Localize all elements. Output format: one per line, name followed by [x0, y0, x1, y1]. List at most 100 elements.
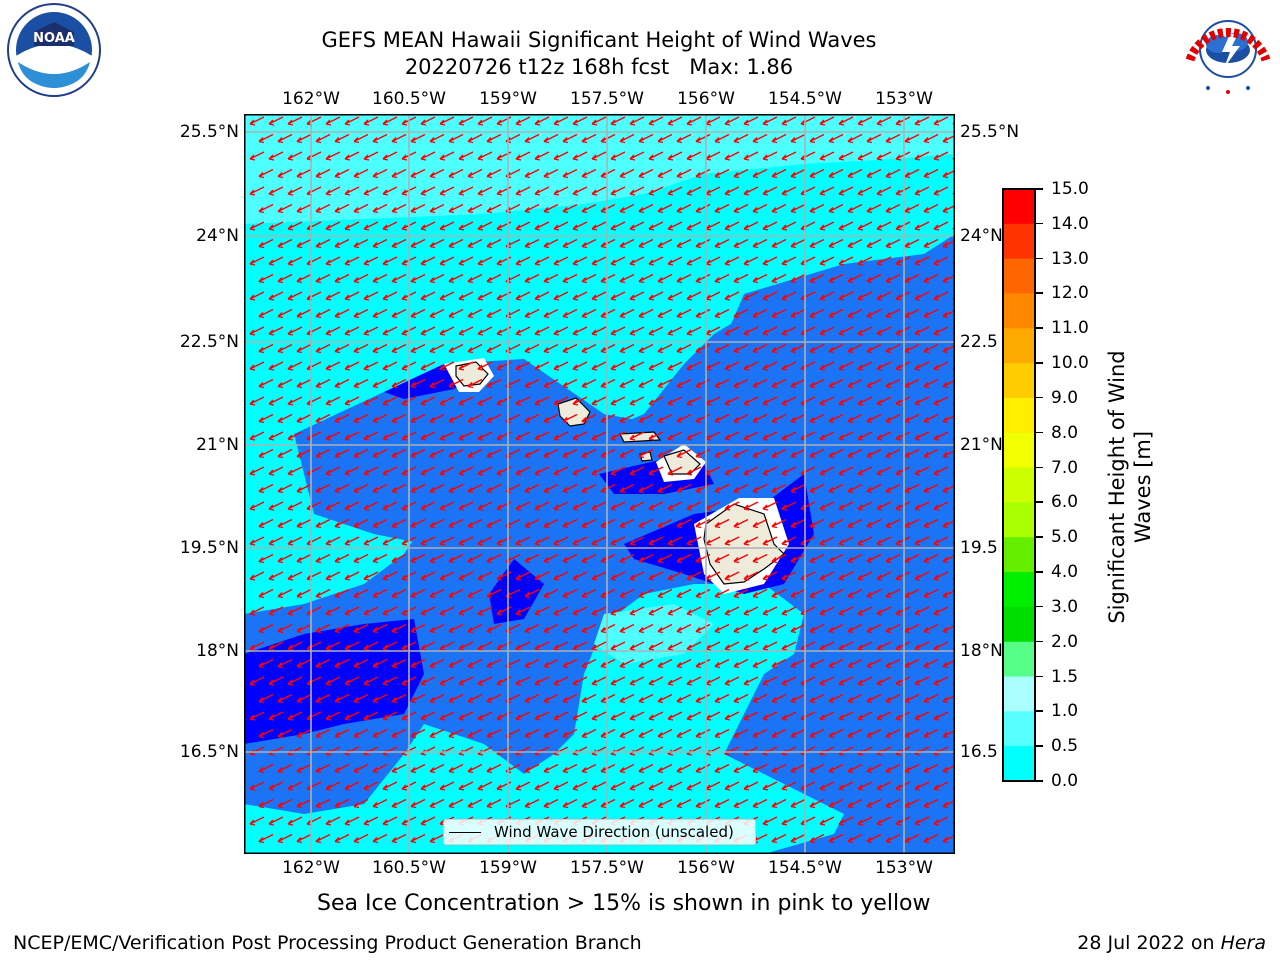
wind-wave-arrow: [695, 203, 711, 214]
wind-wave-arrow: [714, 308, 730, 319]
wind-wave-arrow: [724, 116, 740, 126]
wind-wave-arrow: [619, 448, 635, 459]
wind-wave-arrow: [410, 133, 426, 144]
wind-wave-arrow: [857, 466, 873, 476]
wind-wave-arrow: [287, 186, 303, 196]
wind-wave-arrow: [714, 728, 730, 739]
wind-wave-arrow: [572, 151, 588, 161]
wind-wave-arrow: [762, 431, 778, 441]
wind-wave-arrow: [809, 343, 825, 354]
wind-wave-arrow: [591, 466, 607, 476]
wind-wave-arrow: [581, 273, 597, 284]
wind-wave-arrow: [353, 623, 369, 634]
wind-wave-arrow: [857, 781, 873, 791]
wind-wave-arrow: [277, 483, 293, 494]
wind-wave-arrow: [733, 483, 749, 494]
wind-wave-arrow: [562, 448, 578, 459]
wind-wave-arrow: [771, 378, 787, 389]
wind-wave-arrow: [372, 343, 388, 354]
wind-wave-arrow: [448, 798, 464, 809]
wind-wave-arrow: [771, 553, 787, 564]
wind-wave-arrow: [249, 781, 265, 791]
wind-wave-arrow: [809, 308, 825, 319]
wind-wave-arrow: [543, 588, 559, 599]
wind-wave-arrow: [638, 658, 654, 669]
wind-wave-arrow: [258, 448, 274, 459]
wind-wave-arrow: [847, 238, 863, 249]
wind-wave-arrow: [676, 308, 692, 319]
wind-wave-arrow: [838, 676, 854, 686]
wind-wave-arrow: [296, 343, 312, 354]
wind-wave-arrow: [676, 203, 692, 214]
wind-wave-arrow: [828, 553, 844, 564]
wind-wave-arrow: [781, 816, 797, 826]
wind-wave-arrow: [809, 728, 825, 739]
wind-wave-arrow: [629, 291, 645, 301]
wind-wave-arrow: [353, 833, 369, 844]
wind-wave-arrow: [249, 816, 265, 826]
wind-wave-arrow: [562, 308, 578, 319]
wind-wave-arrow: [439, 781, 455, 791]
wind-wave-arrow: [667, 431, 683, 441]
wind-wave-arrow: [648, 151, 664, 161]
wind-wave-arrow: [743, 186, 759, 196]
wind-wave-arrow: [885, 588, 901, 599]
wind-wave-arrow: [553, 606, 569, 616]
wind-wave-arrow: [629, 116, 645, 126]
wind-wave-arrow: [524, 238, 540, 249]
wind-wave-arrow: [809, 378, 825, 389]
wind-wave-arrow: [315, 378, 331, 389]
wind-wave-arrow: [809, 483, 825, 494]
wind-wave-arrow: [467, 623, 483, 634]
wind-wave-arrow: [344, 711, 360, 721]
wind-wave-arrow: [876, 466, 892, 476]
wind-wave-arrow: [287, 256, 303, 266]
wind-wave-arrow: [296, 833, 312, 844]
colorbar-tick-label: 0.0: [1051, 771, 1079, 791]
wind-wave-arrow: [676, 623, 692, 634]
wind-wave-arrow: [382, 326, 398, 336]
wind-wave-arrow: [923, 448, 939, 459]
wind-wave-arrow: [372, 658, 388, 669]
wind-wave-arrow: [619, 343, 635, 354]
colorbar-tick-mark: [1036, 257, 1043, 260]
wind-wave-arrow: [315, 553, 331, 564]
wind-wave-arrow: [771, 273, 787, 284]
wind-wave-arrow: [819, 536, 835, 546]
wind-wave-arrow: [923, 658, 939, 669]
wind-wave-arrow: [610, 256, 626, 266]
lon-label-top: 157.5°W: [570, 89, 644, 109]
wind-wave-arrow: [325, 571, 341, 581]
wind-wave-arrow: [448, 693, 464, 704]
wind-wave-arrow: [543, 798, 559, 809]
wind-wave-arrow: [895, 256, 911, 266]
wind-wave-arrow: [695, 693, 711, 704]
colorbar-tick-label: 6.0: [1051, 492, 1079, 513]
wind-wave-arrow: [752, 553, 768, 564]
wind-wave-arrow: [515, 781, 531, 791]
wind-wave-arrow: [904, 483, 920, 494]
wind-wave-arrow: [581, 658, 597, 669]
lat-label-left: 21°N: [196, 435, 239, 455]
wind-wave-arrow: [638, 238, 654, 249]
wind-wave-arrow: [429, 588, 445, 599]
wind-wave-arrow: [268, 326, 284, 336]
wind-wave-arrow: [268, 606, 284, 616]
wind-wave-arrow: [667, 116, 683, 126]
wind-wave-arrow: [515, 151, 531, 161]
colorbar-tick-label: 15.0: [1051, 179, 1089, 199]
wind-wave-arrow: [572, 291, 588, 301]
wind-wave-arrow: [809, 133, 825, 144]
wind-wave-arrow: [477, 606, 493, 616]
wind-wave-arrow: [515, 361, 531, 371]
wind-wave-arrow: [610, 221, 626, 231]
wind-wave-arrow: [334, 203, 350, 214]
wind-wave-arrow: [439, 396, 455, 406]
wind-wave-arrow: [353, 203, 369, 214]
wind-wave-arrow: [486, 763, 502, 774]
wind-wave-arrow: [448, 273, 464, 284]
wind-wave-arrow: [277, 833, 293, 844]
wind-wave-arrow: [743, 116, 759, 126]
wind-wave-arrow: [344, 326, 360, 336]
wind-wave-arrow: [467, 588, 483, 599]
